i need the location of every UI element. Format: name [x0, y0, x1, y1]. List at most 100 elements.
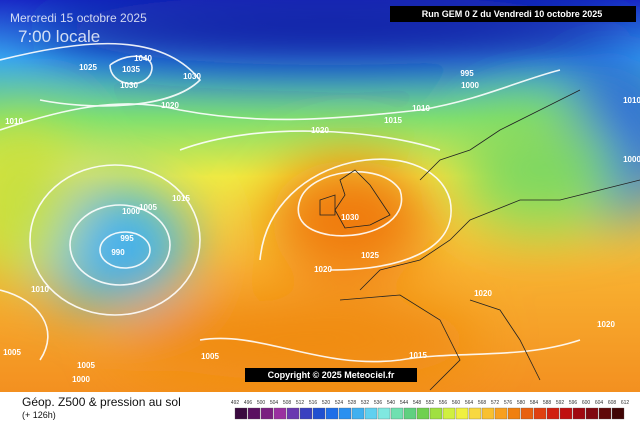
isobar-label: 1000	[623, 155, 640, 164]
legend-swatch	[559, 407, 573, 420]
isobar-label: 1030	[341, 213, 359, 222]
legend-swatch	[390, 407, 404, 420]
isobar-label: 1010	[5, 117, 23, 126]
legend-swatch	[273, 407, 287, 420]
isobar-label: 1025	[361, 251, 379, 260]
legend-swatch	[442, 407, 456, 420]
legend-tick-label: 552	[426, 400, 435, 406]
legend-swatch	[468, 407, 482, 420]
isobar-label: 1035	[122, 65, 140, 74]
legend-tick-label: 608	[608, 400, 617, 406]
legend-swatch	[325, 407, 339, 420]
legend-swatch	[377, 407, 391, 420]
isobar-label: 995	[460, 69, 474, 78]
isobar-label: 1015	[409, 351, 427, 360]
legend-swatch	[260, 407, 274, 420]
legend-swatch	[286, 407, 300, 420]
copyright-banner	[245, 368, 417, 382]
legend-tick-label: 576	[504, 400, 513, 406]
legend-tick-label: 504	[270, 400, 279, 406]
legend-tick-label: 508	[283, 400, 292, 406]
isobar-label: 995	[120, 234, 134, 243]
isobar-label: 1020	[161, 101, 179, 110]
footer-lead: (+ 126h)	[22, 410, 56, 420]
isobar-label: 1005	[201, 352, 219, 361]
legend-swatch	[598, 407, 612, 420]
isobar-label: 1020	[311, 126, 329, 135]
legend-tick-label: 524	[335, 400, 344, 406]
isobar-label: 1010	[31, 285, 49, 294]
isobar-label: 1020	[474, 289, 492, 298]
legend-tick-label: 572	[491, 400, 500, 406]
legend-tick-label: 612	[621, 400, 630, 406]
legend-swatch	[611, 407, 625, 420]
legend-tick-label: 584	[530, 400, 539, 406]
legend-tick-label: 592	[556, 400, 565, 406]
legend-tick-label: 560	[452, 400, 461, 406]
legend-swatch	[507, 407, 521, 420]
isobar-label: 1015	[172, 194, 190, 203]
legend-tick-label: 604	[595, 400, 604, 406]
isobar-labels: 1025 1035 1040 1030 1030 1020 1010 1020 1015 995 1…	[3, 54, 640, 384]
legend-tick-label: 512	[296, 400, 305, 406]
isobar-label: 1020	[314, 265, 332, 274]
legend-tick-label: 516	[309, 400, 318, 406]
legend-swatch	[351, 407, 365, 420]
legend-tick-label: 532	[361, 400, 370, 406]
footer-title: Géop. Z500 & pression au sol	[22, 395, 181, 409]
legend-swatch	[247, 407, 261, 420]
valid-date: Mercredi 15 octobre 2025	[10, 11, 147, 25]
isobar-label: 1000	[72, 375, 90, 384]
legend-swatch	[312, 407, 326, 420]
isobar-label: 1040	[134, 54, 152, 63]
legend-swatch	[533, 407, 547, 420]
run-banner	[390, 6, 636, 22]
legend-swatch	[299, 407, 313, 420]
isobar-label: 1015	[384, 116, 402, 125]
legend-tick-label: 564	[465, 400, 474, 406]
legend-swatch	[572, 407, 586, 420]
legend-swatch	[546, 407, 560, 420]
legend-tick-label: 568	[478, 400, 487, 406]
legend-tick-label: 492	[231, 400, 240, 406]
legend-swatch	[364, 407, 378, 420]
color-legend: 492 496 500 504 508 512 516 520 524 528 532 536 540 5…	[231, 400, 630, 420]
legend-tick-label: 544	[400, 400, 409, 406]
valid-time: 7:00 locale	[18, 27, 100, 46]
isobars	[0, 42, 581, 363]
coastlines	[319, 89, 640, 391]
legend-tick-label: 500	[257, 400, 266, 406]
legend-tick-label: 600	[582, 400, 591, 406]
legend-swatch	[403, 407, 417, 420]
legend-swatch	[481, 407, 495, 420]
isobar-label: 1000	[122, 207, 140, 216]
legend-swatch	[234, 407, 248, 420]
isobar-label: 1005	[139, 203, 157, 212]
legend-swatch	[416, 407, 430, 420]
isobar-label: 1020	[597, 320, 615, 329]
isobar-label: 1010	[623, 96, 640, 105]
isobar-label: 1005	[3, 348, 21, 357]
isobar-label: 1000	[461, 81, 479, 90]
legend-tick-label: 536	[374, 400, 383, 406]
run-info: Run GEM 0 Z du Vendredi 10 octobre 2025	[422, 9, 603, 19]
legend-tick-label: 496	[244, 400, 253, 406]
isobar-label: 1030	[183, 72, 201, 81]
field-shading	[0, 0, 640, 380]
legend-swatch	[429, 407, 443, 420]
isobar-label: 990	[111, 248, 125, 257]
isobar-label: 1005	[77, 361, 95, 370]
legend-tick-label: 596	[569, 400, 578, 406]
isobar-label: 1010	[412, 104, 430, 113]
legend-tick-label: 528	[348, 400, 357, 406]
legend-swatch	[520, 407, 534, 420]
legend-tick-label: 580	[517, 400, 526, 406]
copyright: Copyright © 2025 Meteociel.fr	[268, 370, 395, 380]
legend-tick-label: 588	[543, 400, 552, 406]
legend-tick-label: 556	[439, 400, 448, 406]
legend-swatch	[585, 407, 599, 420]
legend-tick-label: 548	[413, 400, 422, 406]
legend-swatch	[494, 407, 508, 420]
isobar-label: 1025	[79, 63, 97, 72]
